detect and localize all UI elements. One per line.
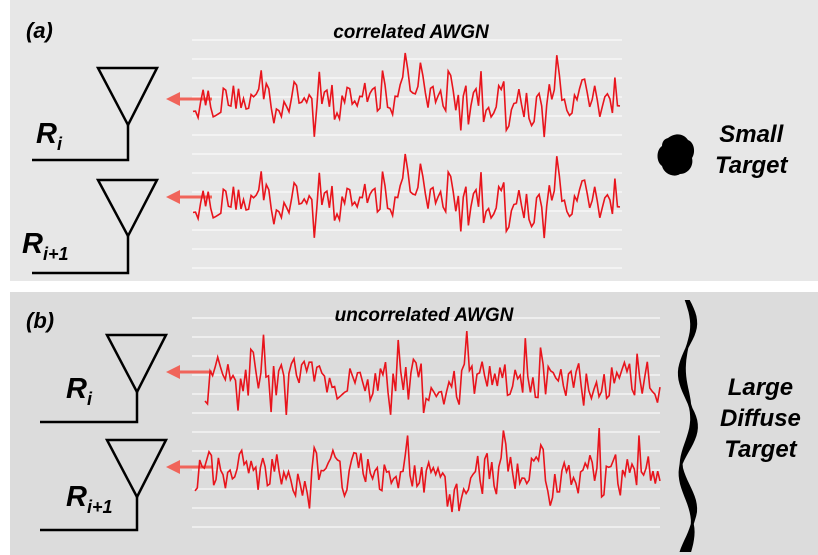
noise-signal-a1	[192, 52, 621, 138]
antenna-icon	[40, 438, 169, 532]
target-line: Diffuse	[720, 405, 801, 432]
noise-signal-b2	[194, 427, 661, 513]
large-target-label: Large Diffuse Target	[720, 372, 801, 465]
receiver-label: Ri	[36, 118, 62, 155]
noise-signal-b1	[204, 330, 661, 416]
antenna-icon	[40, 333, 169, 424]
large-target-icon	[677, 300, 698, 552]
antenna-icon	[32, 178, 160, 275]
arrow-icon	[166, 365, 212, 379]
target-line: Small	[719, 121, 784, 148]
antenna-icon	[32, 66, 160, 162]
noise-signal-a2	[192, 153, 621, 239]
receiver-symbol: R	[36, 118, 57, 150]
panel-b-title: uncorrelated AWGN	[334, 305, 514, 326]
receiver-subscript: i	[56, 134, 62, 154]
target-line: Large	[727, 374, 794, 401]
receiver-label: Ri+1	[66, 481, 112, 518]
receiver-subscript: i	[86, 389, 92, 409]
panel-a-label: (a)	[26, 18, 53, 43]
gridlines-a	[192, 39, 622, 269]
receiver-symbol: R	[66, 373, 87, 405]
receiver-subscript: i+1	[42, 244, 69, 264]
receiver-symbol: R	[22, 228, 43, 260]
receiver-label: Ri+1	[22, 228, 68, 265]
arrow-icon	[166, 190, 212, 204]
small-target-icon	[657, 134, 695, 176]
target-line: Target	[724, 436, 797, 463]
receiver-symbol: R	[66, 481, 87, 513]
small-target-label: Small Target	[715, 119, 787, 181]
receiver-subscript: i+1	[86, 497, 113, 517]
receiver-label: Ri	[66, 373, 92, 410]
target-line: Target	[715, 152, 788, 179]
arrow-icon	[166, 460, 212, 474]
panel-a-title: correlated AWGN	[333, 22, 489, 43]
panel-b-label: (b)	[26, 308, 55, 333]
